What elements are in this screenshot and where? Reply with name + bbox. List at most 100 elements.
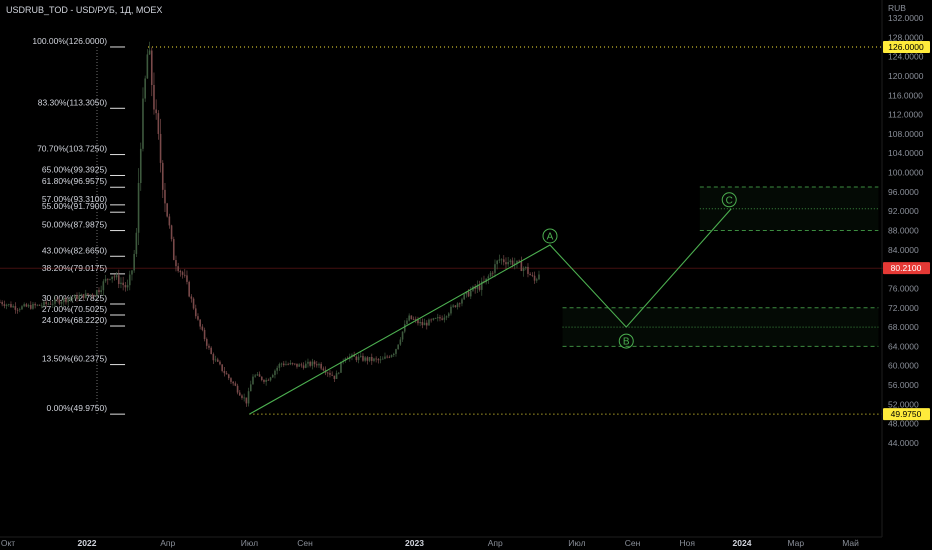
candle-body — [71, 298, 74, 299]
fib-level-label: 70.70%(103.7250) — [37, 144, 107, 154]
candle-body — [93, 295, 96, 297]
candle-body — [511, 260, 514, 265]
candle-body — [384, 356, 386, 359]
candle-body — [69, 298, 72, 300]
candle-body — [170, 225, 173, 240]
candle-body — [456, 303, 459, 308]
candle-body — [126, 285, 129, 288]
price-tick-label: 92.0000 — [888, 206, 919, 216]
candle-body — [282, 363, 285, 366]
candle-body — [533, 275, 536, 281]
candle-body — [32, 303, 34, 309]
candle-body — [157, 113, 160, 134]
price-tick-label: 88.0000 — [888, 226, 919, 236]
fib-level-label: 61.80%(96.9575) — [42, 176, 107, 186]
candle-body — [417, 319, 419, 324]
candle-body — [414, 319, 417, 321]
candle-body — [496, 260, 498, 265]
candle-body — [289, 362, 292, 365]
candle-body — [535, 279, 538, 281]
candle-body — [500, 259, 503, 261]
candle-body — [115, 275, 118, 278]
price-tick-label: 112.0000 — [888, 110, 923, 120]
candle-body — [98, 290, 100, 293]
candle-body — [95, 290, 98, 296]
candle-body — [7, 304, 10, 305]
wave-path — [249, 208, 732, 415]
candle-body — [221, 364, 223, 371]
candle-body — [56, 299, 58, 301]
fibonacci-retracement[interactable]: 100.00%(126.0000) 83.30%(113.3050) 70.70%(… — [0, 36, 885, 415]
candle-body — [45, 301, 47, 305]
candle-body — [298, 364, 300, 367]
candle-body — [368, 356, 371, 361]
candle-body — [412, 319, 415, 320]
candle-body — [87, 293, 89, 295]
candle-body — [49, 303, 52, 305]
candle-body — [428, 319, 430, 326]
candle-body — [91, 294, 94, 296]
time-axis[interactable]: Окт 2022 Апр Июл Сен 2023 Апр Июл Сен Ноя 2024 Мар М… — [0, 536, 882, 548]
candle-body — [315, 364, 318, 366]
candle-body — [318, 363, 320, 366]
candle-body — [359, 355, 362, 357]
candle-body — [476, 285, 479, 289]
candle-body — [27, 304, 30, 307]
candle-body — [168, 216, 171, 226]
candle-body — [516, 260, 518, 264]
candle-body — [478, 285, 481, 290]
candle-body — [166, 203, 168, 217]
elliott-waves[interactable]: A B C — [249, 192, 737, 415]
candle-body — [62, 298, 65, 303]
wave-C-circle[interactable] — [721, 192, 737, 208]
candle-body — [18, 309, 21, 311]
candle-body — [335, 373, 338, 379]
time-tick-label: Апр — [160, 538, 175, 548]
candle-body — [491, 272, 494, 274]
candle-body — [188, 281, 190, 297]
candle-body — [463, 294, 465, 300]
candle-body — [203, 329, 206, 340]
candle-body — [223, 370, 226, 374]
candle-body — [494, 264, 496, 273]
candle-body — [375, 358, 377, 360]
time-tick-label: 2022 — [78, 538, 97, 548]
candle-body — [465, 291, 468, 295]
candle-body — [467, 291, 470, 297]
candle-body — [0, 301, 1, 303]
time-tick-label: Окт — [1, 538, 15, 548]
candle-body — [388, 356, 391, 358]
candle-body — [469, 290, 472, 297]
candle-body — [16, 309, 19, 311]
candle-body — [38, 304, 41, 306]
price-tick-label: 60.0000 — [888, 361, 919, 371]
candle-body — [194, 308, 197, 317]
candle-body — [432, 318, 435, 320]
wave-B-circle[interactable] — [618, 333, 634, 349]
candle-body — [144, 78, 146, 99]
candle-body — [271, 375, 274, 378]
candle-body — [113, 276, 116, 278]
candle-body — [425, 322, 428, 326]
candle-body — [518, 260, 520, 262]
candle-body — [124, 285, 127, 288]
candle-body — [210, 347, 212, 355]
candle-body — [377, 359, 380, 361]
fib-level-label: 0.00%(49.9750) — [47, 403, 108, 413]
candle-body — [441, 318, 443, 320]
wave-A-circle[interactable] — [542, 228, 558, 244]
candle-body — [179, 270, 182, 273]
candle-body — [155, 109, 157, 114]
candle-body — [430, 319, 432, 321]
candle-body — [450, 306, 452, 314]
candle-body — [304, 363, 307, 368]
candle-body — [337, 372, 340, 374]
candle-body — [78, 295, 80, 300]
candle-body — [212, 354, 215, 361]
candle-body — [434, 318, 437, 319]
candle-body — [509, 260, 512, 262]
fib-level-label: 13.50%(60.2375) — [42, 354, 107, 364]
